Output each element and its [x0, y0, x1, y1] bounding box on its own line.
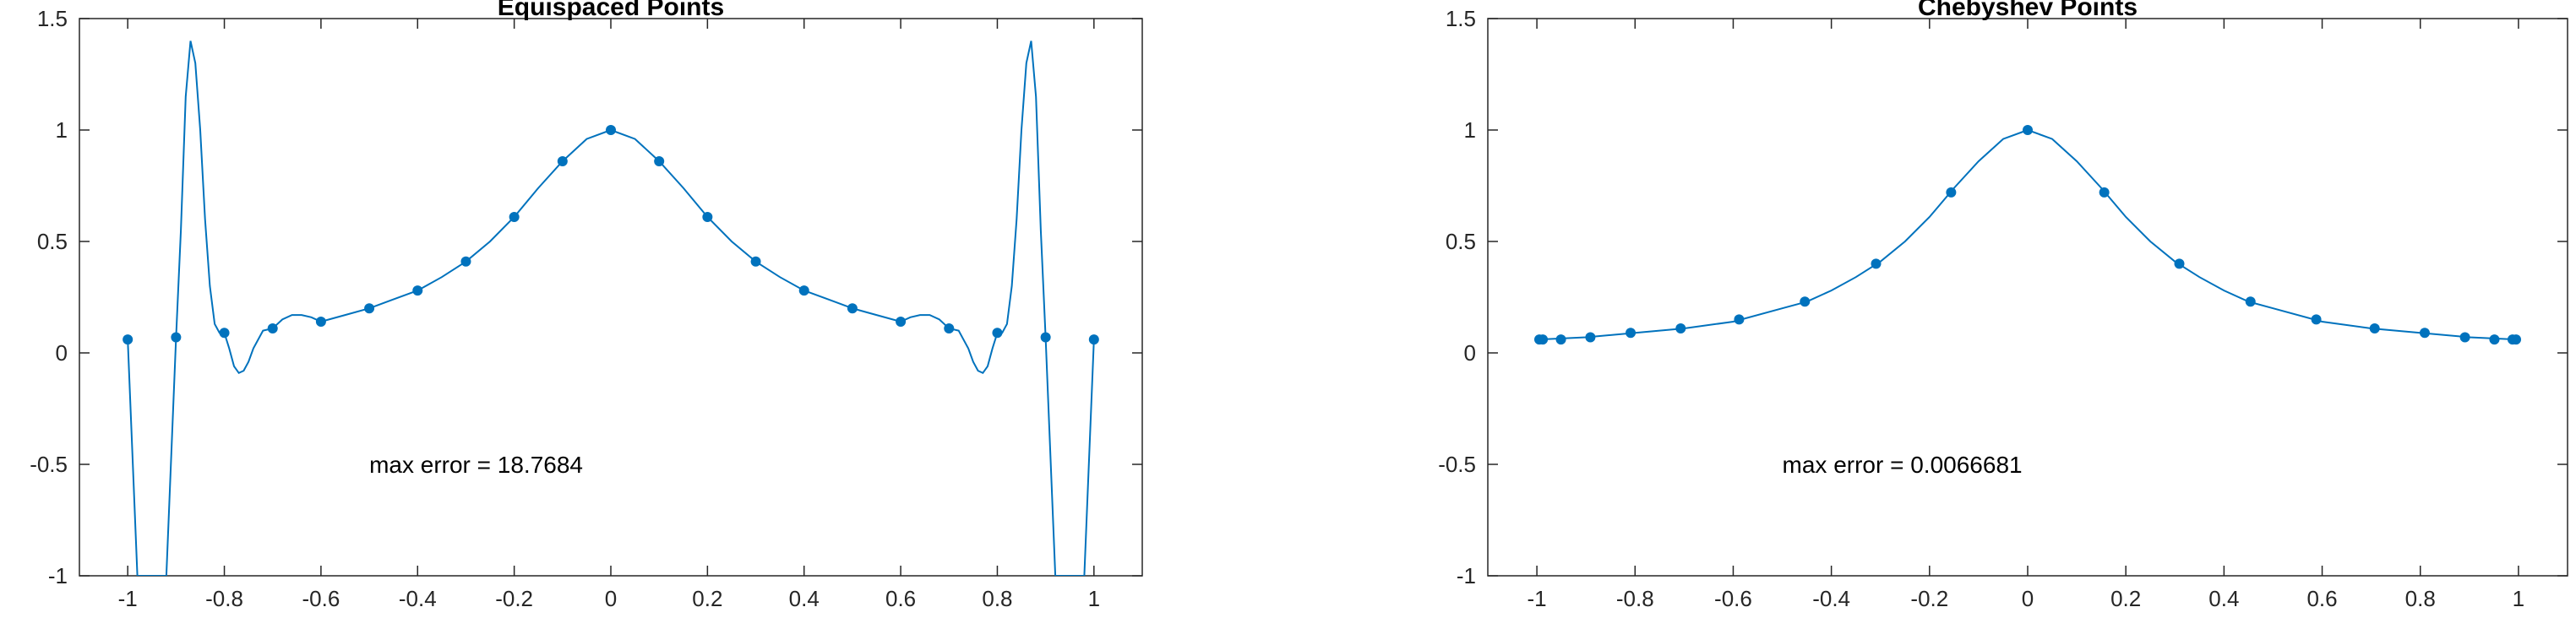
equispaced-interpolant-line — [127, 41, 1095, 576]
equispaced-node-point — [315, 317, 326, 328]
equispaced-y-tick-label: 0 — [56, 340, 68, 366]
chebyshev-interpolant-line — [1537, 128, 2519, 341]
equispaced-x-tick-label: 0 — [605, 586, 617, 611]
chebyshev-node-point — [1538, 334, 1549, 345]
equispaced-node-point — [123, 334, 133, 345]
chebyshev-axes-box — [1487, 18, 2568, 577]
equispaced-node-point — [219, 328, 230, 339]
equispaced-node-point — [412, 285, 423, 296]
chebyshev-node-point — [2459, 332, 2470, 343]
equispaced-max-error-label: max error = 18.7684 — [369, 452, 583, 478]
equispaced-node-point — [509, 211, 520, 222]
equispaced-y-tick-label: -1 — [48, 563, 68, 588]
equispaced-node-point — [606, 125, 616, 135]
chebyshev-node-point — [1734, 314, 1745, 325]
equispaced-chart-title: Equispaced Points — [498, 0, 724, 21]
equispaced-node-point — [1040, 332, 1051, 343]
chebyshev-y-tick-label: -0.5 — [1438, 452, 1476, 477]
equispaced-x-tick-label: -0.8 — [205, 586, 243, 611]
equispaced-x-tick-label: 0.8 — [982, 586, 1012, 611]
chebyshev-y-tick-label: 1.5 — [1446, 6, 1476, 31]
chebyshev-node-point — [2369, 323, 2380, 333]
equispaced-node-point — [1088, 334, 1099, 345]
equispaced-node-point — [896, 317, 907, 328]
chebyshev-x-tick-label: -0.6 — [1714, 586, 1752, 611]
chebyshev-x-tick-label: 0.2 — [2110, 586, 2141, 611]
chebyshev-chart-title: Chebyshev Points — [1918, 0, 2138, 21]
equispaced-node-point — [750, 256, 761, 267]
chebyshev-x-tick-label: 0.4 — [2208, 586, 2239, 611]
chebyshev-x-tick-label: -0.4 — [1812, 586, 1850, 611]
equispaced-x-tick-label: -0.4 — [399, 586, 437, 611]
chebyshev-node-point — [1871, 258, 1882, 269]
chebyshev-x-tick-label: 0 — [2022, 586, 2034, 611]
equispaced-node-point — [992, 328, 1003, 339]
equispaced-x-tick-label: -0.2 — [495, 586, 533, 611]
equispaced-x-tick-label: -0.6 — [302, 586, 340, 611]
chebyshev-x-tick-label: 0.8 — [2405, 586, 2436, 611]
chebyshev-node-point — [1626, 328, 1637, 339]
chebyshev-y-tick-label: 1 — [1464, 117, 1476, 143]
equispaced-axes-box — [79, 18, 1143, 577]
equispaced-y-tick-label: 1.5 — [37, 6, 68, 31]
equispaced-node-point — [557, 155, 568, 166]
equispaced-x-tick-label: 0.4 — [789, 586, 820, 611]
chebyshev-x-tick-label: 0.6 — [2306, 586, 2337, 611]
chebyshev-y-tick-label: 0 — [1464, 340, 1476, 366]
chebyshev-y-tick-label: -1 — [1457, 563, 1476, 588]
equispaced-node-point — [654, 155, 665, 166]
chebyshev-plot-panel: -1 -0.8 -0.6 -0.4 -0.2 0 0.2 0.4 0.6 0.8 1 -1 -0.5 0 0… — [1438, 0, 2568, 611]
equispaced-x-tick-label: 1 — [1088, 586, 1100, 611]
equispaced-node-point — [944, 323, 955, 333]
chebyshev-x-tick-label: -0.2 — [1910, 586, 1948, 611]
equispaced-y-tick-label: -0.5 — [30, 452, 68, 477]
equispaced-y-tick-label: 1 — [56, 117, 68, 143]
equispaced-node-point — [702, 211, 713, 222]
chebyshev-y-tick-label: 0.5 — [1446, 229, 1476, 254]
equispaced-x-tick-label: -1 — [118, 586, 138, 611]
chebyshev-node-point — [1585, 332, 1596, 343]
chebyshev-node-point — [1675, 323, 1686, 333]
equispaced-node-point — [798, 285, 809, 296]
chebyshev-node-point — [2099, 187, 2110, 198]
chebyshev-x-tick-label: -1 — [1528, 586, 1547, 611]
chebyshev-node-point — [2489, 334, 2500, 345]
chebyshev-node-point — [2174, 258, 2185, 269]
chebyshev-node-point — [2511, 334, 2522, 345]
equispaced-x-tick-label: 0.2 — [692, 586, 722, 611]
chebyshev-node-point — [1946, 187, 1957, 198]
chebyshev-node-point — [2419, 328, 2430, 339]
equispaced-node-point — [171, 332, 182, 343]
equispaced-y-tick-label: 0.5 — [37, 229, 68, 254]
chebyshev-x-tick-label: 1 — [2513, 586, 2524, 611]
chebyshev-max-error-label: max error = 0.0066681 — [1783, 452, 2023, 478]
equispaced-node-point — [364, 303, 375, 314]
chebyshev-node-point — [2023, 125, 2033, 135]
equispaced-node-point — [460, 256, 471, 267]
chebyshev-node-point — [2311, 314, 2322, 325]
equispaced-node-point — [267, 323, 278, 333]
equispaced-x-tick-label: 0.6 — [885, 586, 916, 611]
equispaced-plot-panel: -1 -0.8 -0.6 -0.4 -0.2 0 0.2 0.4 0.6 0.8 1 -1 -0.5 0 0… — [30, 0, 1143, 611]
chebyshev-node-point — [1800, 296, 1811, 307]
chebyshev-node-point — [1555, 334, 1566, 345]
equispaced-node-point — [847, 303, 858, 314]
chebyshev-x-tick-label: -0.8 — [1616, 586, 1654, 611]
chebyshev-node-point — [2245, 296, 2256, 307]
